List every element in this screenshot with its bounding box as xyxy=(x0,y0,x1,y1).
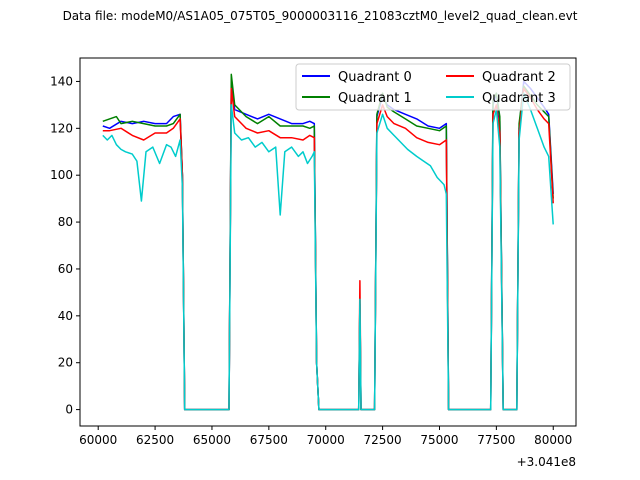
legend-label-quadrant-1: Quadrant 1 xyxy=(338,91,412,106)
x-tick-label: 70000 xyxy=(307,433,345,447)
y-tick-label: 60 xyxy=(58,262,73,276)
x-tick-label: 62500 xyxy=(136,433,174,447)
x-tick-label: 72500 xyxy=(364,433,402,447)
x-tick-label: 65000 xyxy=(193,433,231,447)
y-tick-label: 140 xyxy=(50,74,73,88)
legend-label-quadrant-0: Quadrant 0 xyxy=(338,70,412,85)
y-axis: 0 20 40 60 80 100 120 140 xyxy=(50,74,80,417)
series-group xyxy=(102,73,554,411)
y-tick-label: 120 xyxy=(50,121,73,135)
plot-area: 60000 62500 65000 67500 70000 72500 75000 77500… xyxy=(50,57,577,469)
series-line-quadrant-3 xyxy=(102,92,554,411)
y-tick-label: 80 xyxy=(58,215,73,229)
legend-box xyxy=(295,63,571,111)
y-tick-label: 100 xyxy=(50,168,73,182)
axes-frame xyxy=(79,57,577,427)
x-tick-label: 75000 xyxy=(420,433,458,447)
x-axis: 60000 62500 65000 67500 70000 72500 75000 77500… xyxy=(79,426,572,447)
y-tick-label: 0 xyxy=(65,403,73,417)
y-tick-label: 20 xyxy=(58,356,73,370)
legend: Quadrant 0 Quadrant 1 Quadrant 2 Quadrant 3 xyxy=(295,63,571,111)
x-tick-label: 67500 xyxy=(250,433,288,447)
legend-label-quadrant-2: Quadrant 2 xyxy=(482,70,556,85)
legend-label-quadrant-3: Quadrant 3 xyxy=(482,91,556,106)
chart-title: Data file: modeM0/AS1A05_075T05_90000031… xyxy=(63,9,578,23)
x-tick-label: 77500 xyxy=(477,433,515,447)
y-tick-label: 40 xyxy=(58,309,73,323)
x-tick-label: 80000 xyxy=(534,433,572,447)
x-tick-label: 60000 xyxy=(79,433,117,447)
x-axis-offset-label: +3.041e8 xyxy=(517,455,576,469)
